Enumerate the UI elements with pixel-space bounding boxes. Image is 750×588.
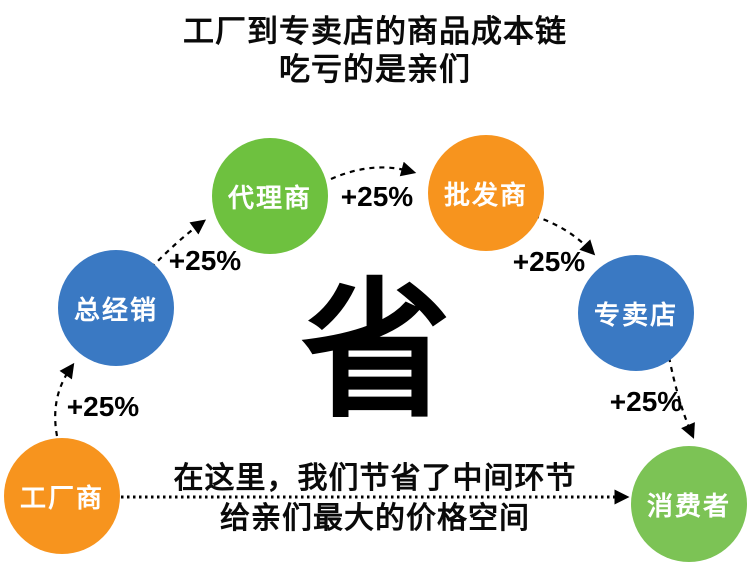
arrow-wholesaler-to-store <box>533 214 596 256</box>
node-agent-label: 代理商 <box>227 182 312 213</box>
node-factory-label: 工厂商 <box>19 482 104 513</box>
node-distributor-label: 总经销 <box>73 294 158 325</box>
increment-label-factory-distributor: +25% <box>66 391 140 422</box>
node-consumer: 消费者 <box>631 446 747 562</box>
arrow-distributor-to-agent <box>150 219 207 269</box>
node-distributor: 总经销 <box>58 250 174 366</box>
node-consumer-label: 消费者 <box>646 490 731 521</box>
arrow-store-to-consumer <box>667 356 695 439</box>
arrow-agent-to-wholesaler <box>330 161 417 181</box>
increment-label-store-consumer: +25% <box>609 386 683 417</box>
save-character: 省 <box>300 267 452 435</box>
slogan-line-2: 给亲们最大的价格空间 <box>220 502 530 535</box>
node-agent: 代理商 <box>212 138 328 254</box>
increment-label-wholesaler-store: +25% <box>512 246 586 277</box>
node-factory: 工厂商 <box>4 438 120 554</box>
title-line-2: 吃亏的是亲们 <box>279 52 471 87</box>
node-store: 专卖店 <box>578 255 694 371</box>
page-title: 工厂到专卖店的商品成本链 吃亏的是亲们 <box>0 13 750 89</box>
increment-label-distributor-agent: +25% <box>168 245 242 276</box>
node-store-label: 专卖店 <box>593 299 678 330</box>
arrow-factory-to-distributor <box>54 362 75 437</box>
node-wholesaler-label: 批发商 <box>443 179 528 210</box>
increment-label-agent-wholesaler: +25% <box>340 181 414 212</box>
node-wholesaler: 批发商 <box>428 135 544 251</box>
slogan: 在这里，我们节省了中间环节 给亲们最大的价格空间 <box>0 459 750 539</box>
slogan-line-1: 在这里，我们节省了中间环节 <box>173 462 577 495</box>
title-line-1: 工厂到专卖店的商品成本链 <box>183 14 567 49</box>
